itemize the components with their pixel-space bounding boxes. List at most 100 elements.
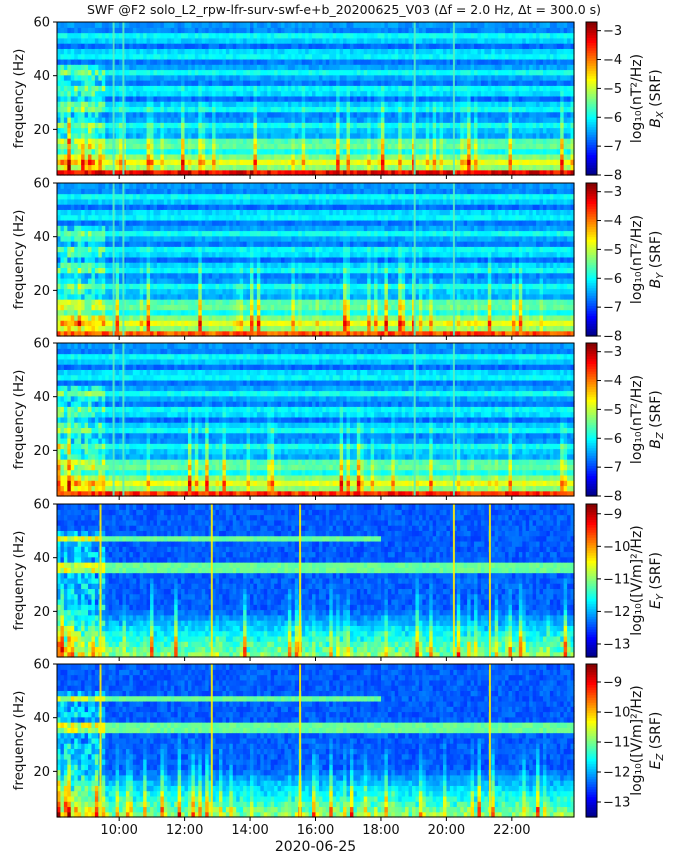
spectrogram-cell (225, 138, 230, 144)
spectrogram-cell (305, 111, 310, 118)
spectrogram-cell (494, 127, 499, 134)
spectrogram-cell (536, 132, 541, 139)
spectrogram-cell (174, 48, 179, 55)
spectrogram-cell (346, 153, 351, 160)
spectrogram-cell (401, 148, 406, 155)
spectrogram-cell (563, 101, 568, 108)
spectrogram-cell (384, 48, 389, 55)
spectrogram-cell (201, 37, 206, 44)
spectrogram-cell (270, 127, 275, 134)
spectrogram-cell (274, 64, 279, 71)
spectrogram-cell (374, 153, 379, 160)
spectrogram-cell (194, 27, 199, 34)
spectrogram-cell (525, 106, 530, 113)
spectrogram-cell (70, 256, 75, 263)
spectrogram-cell (322, 32, 327, 39)
spectrogram-cell (150, 53, 155, 60)
spectrogram-cell (418, 169, 423, 176)
spectrogram-cell (91, 32, 96, 39)
spectrogram-cell (98, 288, 103, 295)
spectrogram-cell (287, 48, 292, 55)
colorbar-step (586, 103, 597, 107)
spectrogram-cell (377, 53, 382, 60)
spectrogram-cell (201, 122, 206, 129)
spectrogram-cell (198, 127, 203, 134)
spectrogram-cell (408, 159, 413, 166)
spectrogram-cell (143, 43, 148, 49)
spectrogram-cell (291, 48, 296, 55)
spectrogram-cell (401, 127, 406, 134)
spectrogram-cell (363, 132, 368, 139)
spectrogram-cell (356, 148, 361, 155)
spectrogram-cell (229, 143, 234, 150)
spectrogram-cell (84, 198, 89, 205)
spectrogram-cell (146, 164, 151, 171)
spectrogram-cell (546, 37, 551, 44)
spectrogram-cell (153, 95, 158, 102)
spectrogram-cell (153, 101, 158, 108)
spectrogram-cell (353, 53, 358, 60)
spectrogram-cell (70, 267, 75, 274)
spectrogram-cell (501, 90, 506, 97)
spectrogram-cell (415, 111, 420, 118)
spectrogram-cell (270, 74, 275, 81)
spectrogram-cell (115, 132, 120, 139)
spectrogram-cell (567, 148, 572, 155)
spectrogram-cell (449, 43, 454, 49)
spectrogram-cell (467, 85, 472, 92)
spectrogram-cell (77, 209, 82, 216)
spectrogram-cell (491, 64, 496, 71)
spectrogram-cell (60, 132, 65, 139)
spectrogram-cell (88, 262, 93, 269)
spectrogram-cell (377, 122, 382, 129)
spectrogram-cell (336, 53, 341, 60)
spectrogram-cell (536, 85, 541, 92)
spectrogram-cell (325, 27, 330, 34)
spectrogram-cell (170, 101, 175, 108)
spectrogram-cell (63, 272, 68, 279)
spectrogram-cell (70, 159, 75, 166)
spectrogram-cell (322, 90, 327, 97)
spectrogram-cell (453, 90, 458, 97)
spectrogram-cell (477, 164, 482, 171)
spectrogram-cell (160, 132, 165, 139)
spectrogram-cell (215, 69, 220, 76)
spectrogram-cell (143, 48, 148, 55)
spectrogram-cell (125, 122, 130, 129)
spectrogram-cell (60, 90, 65, 97)
spectrogram-cell (146, 153, 151, 160)
spectrogram-cell (146, 32, 151, 39)
spectrogram-cell (184, 58, 189, 65)
spectrogram-cell (281, 143, 286, 150)
spectrogram-cell (511, 48, 517, 55)
spectrogram-cell (77, 219, 82, 226)
spectrogram-cell (184, 127, 189, 134)
spectrogram-cell (539, 53, 544, 60)
spectrogram-cell (77, 106, 82, 113)
spectrogram-cell (570, 106, 575, 113)
spectrogram-cell (456, 159, 461, 166)
spectrogram-cell (201, 153, 206, 160)
colorbar-step (586, 157, 597, 161)
spectrogram-cell (398, 132, 403, 139)
spectrogram-cell (67, 95, 72, 102)
spectrogram-cell (67, 106, 72, 113)
spectrogram-cell (274, 95, 279, 102)
spectrogram-cell (460, 169, 465, 176)
spectrogram-cell (356, 90, 361, 97)
spectrogram-cell (187, 69, 193, 76)
spectrogram-cell (277, 43, 282, 49)
spectrogram-cell (508, 37, 513, 44)
spectrogram-cell (229, 22, 234, 28)
spectrogram-cell (70, 80, 75, 86)
spectrogram-cell (422, 69, 427, 76)
spectrogram-cell (191, 138, 196, 144)
spectrogram-cell (522, 106, 527, 113)
spectrogram-cell (329, 132, 334, 139)
spectrogram-cell (518, 48, 523, 55)
spectrogram-cell (508, 74, 513, 81)
spectrogram-cell (150, 148, 155, 155)
spectrogram-cell (518, 122, 523, 129)
spectrogram-cell (474, 95, 479, 102)
spectrogram-cell (301, 148, 306, 155)
